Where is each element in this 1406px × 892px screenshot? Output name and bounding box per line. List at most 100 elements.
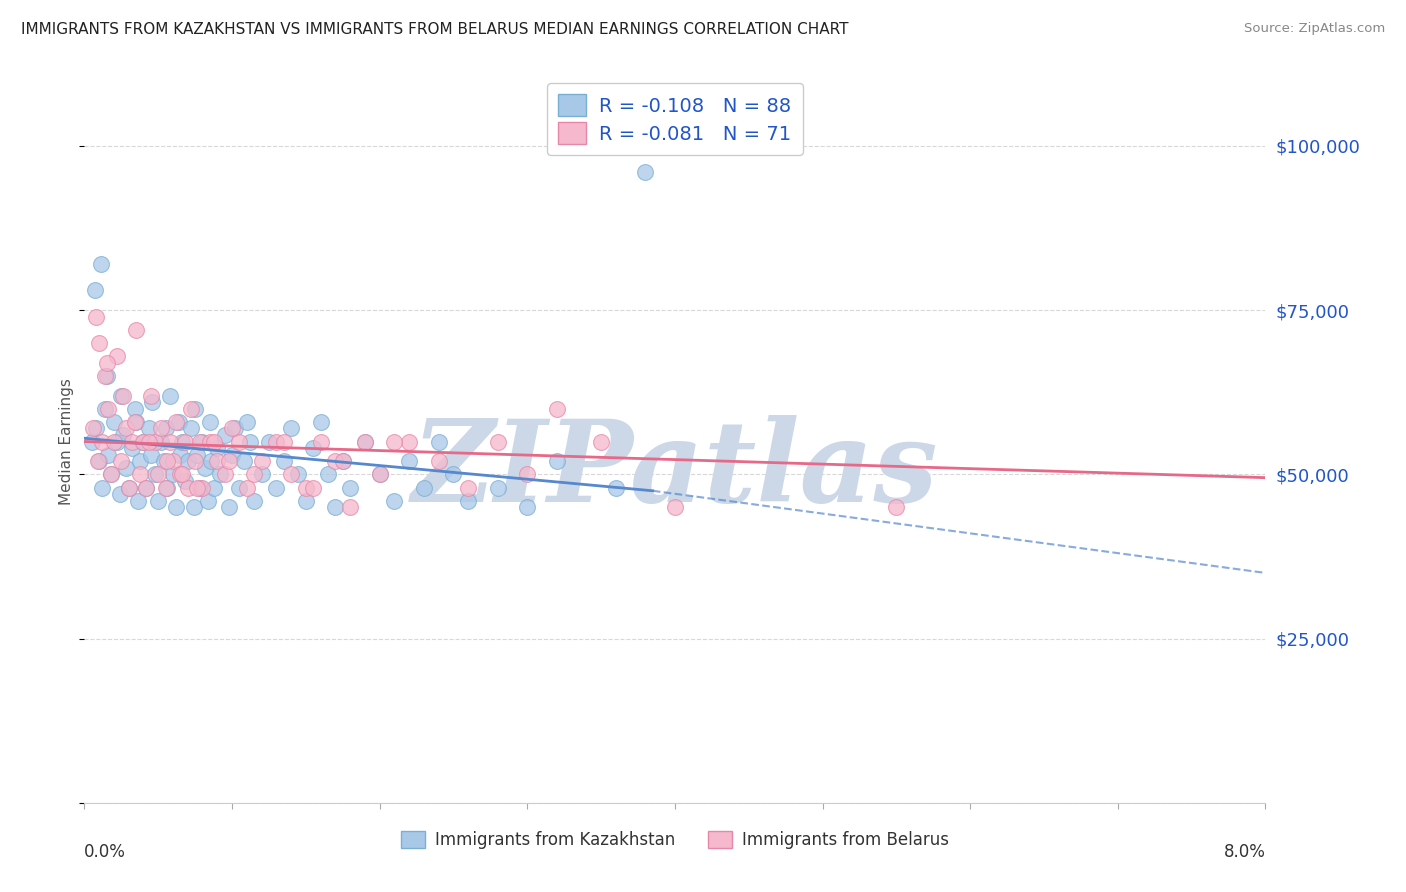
Point <box>214 428 236 442</box>
Point <box>180 401 202 416</box>
Point <box>156 454 179 468</box>
Point <box>124 415 146 429</box>
Point <box>110 454 132 468</box>
Point <box>114 421 136 435</box>
Point <box>165 415 187 429</box>
Point <box>413 481 436 495</box>
Point <box>546 401 568 416</box>
Point <box>111 388 134 402</box>
Point <box>150 434 173 449</box>
Point <box>191 434 214 449</box>
Y-axis label: Median Earnings: Median Earnings <box>59 378 73 505</box>
Text: 8.0%: 8.0% <box>1223 843 1265 861</box>
Point <box>180 421 202 435</box>
Point <box>354 434 377 449</box>
Point <box>207 441 229 455</box>
Point <box>129 454 152 468</box>
Point <box>91 434 114 449</box>
Point <box>110 388 132 402</box>
Point <box>243 467 266 482</box>
Point <box>124 401 146 416</box>
Point <box>368 467 391 482</box>
Point <box>266 481 288 495</box>
Point <box>516 467 538 482</box>
Point <box>266 434 288 449</box>
Point <box>280 421 302 435</box>
Point <box>132 434 155 449</box>
Text: 0.0%: 0.0% <box>84 843 127 861</box>
Point <box>457 493 479 508</box>
Point <box>162 454 184 468</box>
Point <box>162 467 184 482</box>
Point <box>111 428 134 442</box>
Text: ZIPatlas: ZIPatlas <box>412 415 938 526</box>
Point <box>97 401 120 416</box>
Point <box>159 434 181 449</box>
Point <box>100 467 122 482</box>
Point <box>236 481 259 495</box>
Point <box>96 356 118 370</box>
Point <box>200 454 222 468</box>
Point <box>100 467 122 482</box>
Point <box>94 401 117 416</box>
Point <box>228 434 250 449</box>
Point <box>228 481 250 495</box>
Point <box>105 349 128 363</box>
Point <box>273 434 295 449</box>
Point <box>155 421 177 435</box>
Point <box>486 434 509 449</box>
Point <box>443 467 465 482</box>
Point <box>457 481 479 495</box>
Point <box>83 284 105 298</box>
Point <box>295 493 318 508</box>
Point <box>173 434 195 449</box>
Point <box>309 434 332 449</box>
Point <box>198 415 221 429</box>
Point <box>186 481 208 495</box>
Point <box>184 401 207 416</box>
Point <box>202 434 225 449</box>
Point <box>486 481 509 495</box>
Point <box>232 454 254 468</box>
Point <box>605 481 627 495</box>
Point <box>207 454 229 468</box>
Point <box>384 434 406 449</box>
Point <box>339 481 361 495</box>
Point <box>143 434 166 449</box>
Point <box>332 454 354 468</box>
Point <box>664 500 686 515</box>
Point <box>170 434 193 449</box>
Point <box>177 481 200 495</box>
Point <box>153 454 176 468</box>
Point <box>118 481 141 495</box>
Point <box>354 434 377 449</box>
Point <box>114 460 136 475</box>
Point <box>186 448 208 462</box>
Point <box>94 368 117 383</box>
Point <box>280 467 302 482</box>
Point <box>339 500 361 515</box>
Point <box>316 467 339 482</box>
Point <box>221 421 243 435</box>
Point <box>97 448 120 462</box>
Point <box>202 481 225 495</box>
Point <box>170 467 193 482</box>
Point <box>250 467 273 482</box>
Point <box>82 421 104 435</box>
Point <box>183 500 205 515</box>
Point <box>323 454 347 468</box>
Point <box>118 481 141 495</box>
Point <box>80 434 103 449</box>
Point <box>302 441 325 455</box>
Point <box>309 415 332 429</box>
Point <box>398 454 420 468</box>
Point <box>135 481 157 495</box>
Point <box>105 434 128 449</box>
Point <box>516 500 538 515</box>
Point <box>135 481 157 495</box>
Point <box>427 454 450 468</box>
Point <box>121 434 143 449</box>
Point <box>257 434 280 449</box>
Point <box>84 421 107 435</box>
Point <box>224 421 246 435</box>
